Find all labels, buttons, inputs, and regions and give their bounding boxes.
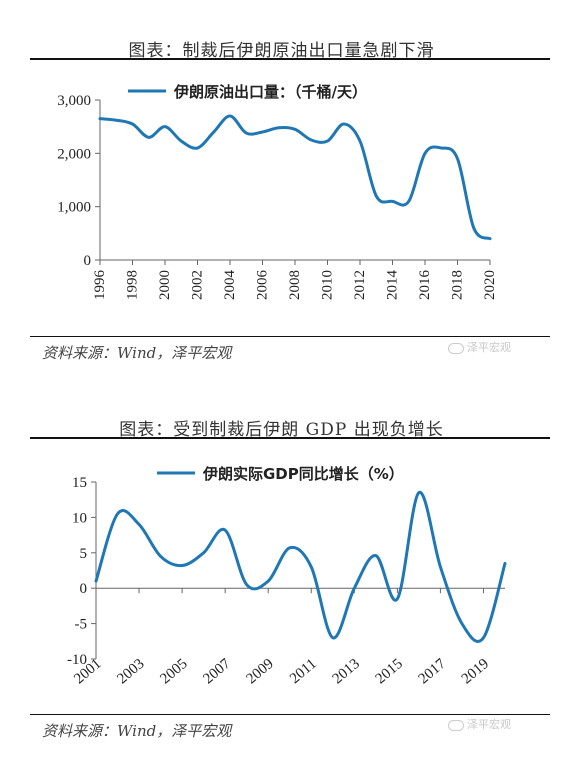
chart1-bottom-rule [30, 336, 550, 337]
chart2-y-tick-label: -10 [67, 652, 87, 668]
watermark-logo-icon [448, 342, 464, 354]
chart2-title: 图表：受到制裁后伊朗 GDP 出现负增长 [119, 420, 444, 440]
chart1-x-tick-label: 2002 [190, 270, 206, 300]
chart2-series-line [94, 491, 507, 643]
chart2-x-tick-label: 2011 [287, 656, 320, 687]
chart1-x-tick-label: 2016 [417, 270, 433, 301]
chart2-x-tick-label: 2019 [459, 656, 492, 688]
chart2-source: 资料来源：Wind，泽平宏观 [42, 722, 232, 740]
chart1-x-tick-label: 2014 [385, 270, 401, 301]
chart1-watermark-text: 泽平宏观 [467, 341, 511, 354]
chart1-watermark: 泽平宏观 [448, 339, 511, 355]
chart1-x-tick-label: 2018 [450, 270, 466, 300]
chart1-x-tick-label: 1998 [125, 270, 141, 300]
chart2-watermark-text: 泽平宏观 [467, 718, 511, 731]
chart1-x-tick-label: 2008 [287, 270, 303, 300]
chart2-y-tick-label: 5 [80, 546, 88, 562]
chart1-y-tick-label: 0 [84, 253, 92, 269]
watermark-logo-icon [448, 719, 464, 731]
chart2-x-tick-label: 2017 [416, 655, 450, 687]
chart1-x-tick-label: 2020 [482, 270, 498, 300]
chart2-top-rule [30, 437, 550, 439]
chart1-title: 图表：制裁后伊朗原油出口量急剧下滑 [128, 41, 435, 61]
chart2-watermark: 泽平宏观 [448, 716, 511, 732]
chart1-y-tick-label: 3,000 [57, 93, 91, 109]
chart2-y-tick-label: 15 [72, 475, 87, 491]
chart1-series-line [98, 114, 492, 241]
chart1-y-tick-label: 1,000 [57, 200, 91, 216]
chart1-legend-label: 伊朗原油出口量：（千桶/天） [173, 83, 367, 101]
chart2-x-tick-label: 2009 [244, 656, 277, 688]
chart1-x-tick-label: 2010 [320, 270, 336, 300]
chart1-x-tick-label: 2006 [255, 270, 271, 301]
chart2-x-tick-label: 2013 [330, 656, 363, 688]
chart1-x-tick-label: 1996 [92, 270, 108, 301]
chart1-top-rule [30, 58, 550, 60]
chart1-x-tick-label: 2012 [352, 270, 368, 300]
chart2-x-tick-label: 2005 [157, 656, 190, 688]
chart2-legend-label: 伊朗实际GDP同比增长（%） [202, 465, 404, 483]
chart2-x-tick-label: 2015 [373, 656, 406, 688]
chart2-bottom-rule [30, 714, 550, 715]
chart2-y-tick-label: 0 [80, 581, 88, 597]
chart2-y-tick-label: -5 [75, 617, 88, 633]
chart1-y-tick-label: 2,000 [57, 146, 91, 162]
chart1-x-tick-label: 2004 [222, 270, 238, 301]
chart2-y-tick-label: 10 [72, 510, 87, 526]
chart1-x-tick-label: 2000 [157, 270, 173, 300]
chart1-source: 资料来源：Wind，泽平宏观 [42, 344, 232, 362]
chart1-svg: 0 1,000 2,000 3,000 1996 1998 2000 2002 2004 2006… [57, 83, 498, 301]
chart2-x-tick-label: 2003 [114, 656, 147, 688]
chart2-x-tick-label: 2007 [200, 655, 234, 687]
